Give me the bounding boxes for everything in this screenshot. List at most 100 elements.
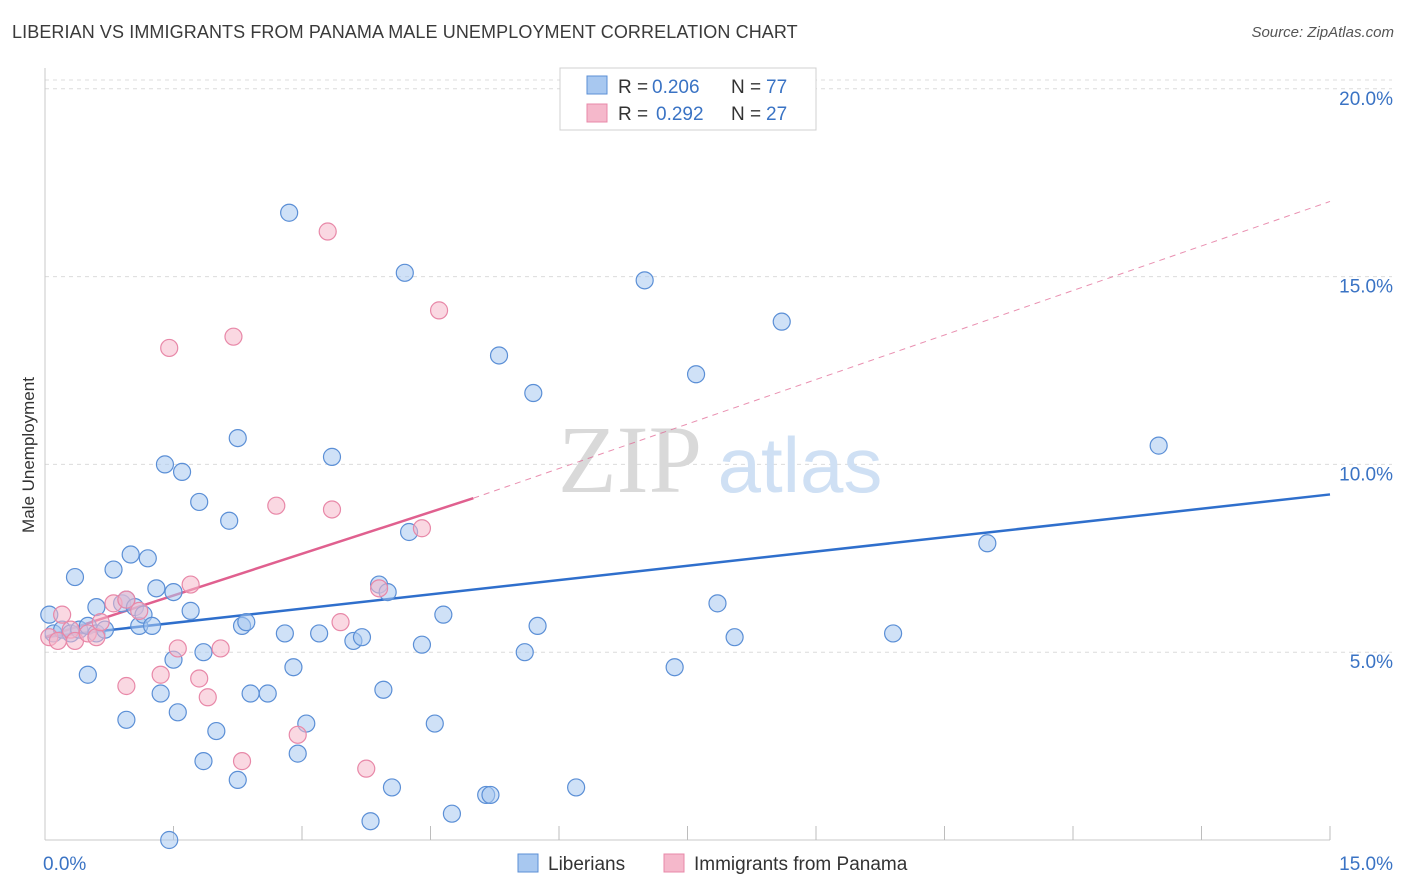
legend-n-value-2: 27 bbox=[766, 104, 787, 125]
liberian-point-23 bbox=[155, 455, 175, 474]
liberian-point-4 bbox=[65, 567, 85, 587]
liberian-point-68 bbox=[665, 658, 684, 677]
liberian-point-29 bbox=[190, 492, 209, 512]
liberian-point-53 bbox=[382, 778, 402, 797]
y-axis-label: Male Unemployment bbox=[19, 377, 38, 533]
panama-point-13 bbox=[160, 338, 179, 358]
liberian-point-11 bbox=[104, 560, 123, 579]
panama-point-20 bbox=[232, 752, 252, 771]
data-points bbox=[40, 203, 1168, 850]
panama-point-12 bbox=[151, 665, 170, 684]
bottom-legend-swatch-liberians bbox=[517, 853, 539, 873]
chart-title: LIBERIAN VS IMMIGRANTS FROM PANAMA MALE … bbox=[12, 22, 798, 42]
liberian-point-42 bbox=[284, 658, 303, 677]
legend-swatch-panama bbox=[586, 103, 608, 123]
liberian-point-14 bbox=[117, 710, 136, 729]
watermark-zip: ZIP bbox=[558, 406, 702, 513]
panama-point-21 bbox=[267, 496, 286, 515]
liberian-point-15 bbox=[121, 545, 140, 564]
legend-r-value-2: 0.292 bbox=[656, 104, 704, 125]
panama-point-25 bbox=[331, 613, 350, 632]
liberian-point-61 bbox=[481, 785, 500, 805]
liberian-point-7 bbox=[78, 665, 97, 684]
liberian-point-31 bbox=[194, 752, 213, 771]
liberian-point-66 bbox=[567, 778, 586, 797]
legend-n-value-1: 77 bbox=[766, 77, 787, 98]
panama-point-2 bbox=[53, 605, 72, 624]
liberian-point-58 bbox=[434, 605, 453, 624]
liberian-point-41 bbox=[280, 203, 299, 222]
panama-point-27 bbox=[357, 759, 376, 778]
watermark: ZIP atlas bbox=[558, 406, 882, 513]
liberian-point-64 bbox=[524, 383, 543, 403]
bottom-legend-swatch-panama bbox=[663, 853, 685, 873]
panama-point-10 bbox=[117, 676, 136, 696]
y-tick-label-2: 15.0% bbox=[1339, 277, 1393, 298]
source-label: Source: ZipAtlas.com bbox=[1251, 24, 1394, 41]
liberian-point-25 bbox=[164, 582, 183, 602]
liberian-point-54 bbox=[395, 263, 414, 282]
x-tick-label-1: 15.0% bbox=[1339, 854, 1393, 875]
liberian-point-48 bbox=[352, 628, 372, 647]
panama-point-17 bbox=[198, 688, 217, 707]
liberian-point-63 bbox=[515, 643, 534, 662]
liberian-point-40 bbox=[275, 624, 294, 643]
liberian-point-28 bbox=[181, 601, 200, 620]
liberian-point-49 bbox=[361, 812, 380, 831]
liberian-point-43 bbox=[288, 744, 307, 763]
x-tick-label-0: 0.0% bbox=[43, 854, 86, 875]
liberian-point-56 bbox=[412, 635, 432, 654]
liberian-point-71 bbox=[725, 628, 744, 647]
panama-point-18 bbox=[211, 639, 230, 658]
panama-point-16 bbox=[190, 669, 209, 688]
panama-point-22 bbox=[288, 725, 307, 744]
legend: R = 0.206 N = 77 R = 0.292 N = 27 bbox=[559, 67, 817, 131]
liberian-point-19 bbox=[138, 549, 157, 568]
liberian-point-27 bbox=[172, 462, 192, 482]
liberian-point-34 bbox=[228, 770, 247, 790]
liberian-point-75 bbox=[1149, 436, 1168, 455]
liberian-point-72 bbox=[772, 312, 791, 331]
y-tick-label-3: 20.0% bbox=[1339, 89, 1393, 110]
liberian-point-33 bbox=[220, 511, 239, 530]
y-tick-label-1: 10.0% bbox=[1339, 464, 1393, 485]
x-tick-labels: 0.0% 15.0% bbox=[43, 854, 1393, 875]
legend-r-value-1: 0.206 bbox=[652, 77, 700, 98]
liberian-point-22 bbox=[151, 684, 170, 703]
watermark-atlas: atlas bbox=[718, 421, 883, 509]
panama-point-29 bbox=[429, 301, 449, 320]
legend-swatch-liberians bbox=[586, 75, 608, 95]
liberian-point-37 bbox=[237, 613, 256, 632]
trendlines bbox=[44, 200, 1331, 639]
liberian-point-32 bbox=[207, 721, 226, 741]
liberian-point-73 bbox=[883, 624, 903, 643]
panama-point-6 bbox=[87, 628, 106, 647]
legend-n-label-2: N = bbox=[731, 104, 761, 125]
legend-n-label-1: N = bbox=[731, 77, 761, 98]
panama-point-24 bbox=[318, 222, 337, 241]
liberian-point-76 bbox=[160, 830, 179, 850]
liberian-point-8 bbox=[87, 598, 106, 617]
liberian-point-26 bbox=[168, 703, 187, 722]
liberian-point-21 bbox=[147, 579, 166, 598]
liberian-point-30 bbox=[194, 643, 213, 662]
bottom-legend-label-liberians: Liberians bbox=[548, 854, 625, 875]
liberian-point-39 bbox=[258, 684, 277, 703]
panama-point-14 bbox=[168, 639, 187, 658]
panama-point-15 bbox=[181, 575, 200, 594]
liberian-point-62 bbox=[489, 346, 509, 365]
liberian-point-70 bbox=[708, 594, 727, 613]
liberian-point-69 bbox=[686, 365, 706, 384]
liberian-point-51 bbox=[374, 680, 393, 699]
liberian-point-20 bbox=[142, 616, 162, 636]
trendline-1 bbox=[44, 497, 474, 639]
liberian-point-35 bbox=[228, 428, 247, 448]
panama-point-11 bbox=[130, 601, 149, 620]
liberian-point-46 bbox=[322, 447, 342, 466]
liberian-point-59 bbox=[442, 804, 462, 823]
legend-r-label-2: R = bbox=[618, 104, 648, 125]
liberian-point-74 bbox=[978, 534, 997, 553]
panama-point-28 bbox=[412, 519, 432, 538]
liberian-point-67 bbox=[635, 271, 654, 290]
